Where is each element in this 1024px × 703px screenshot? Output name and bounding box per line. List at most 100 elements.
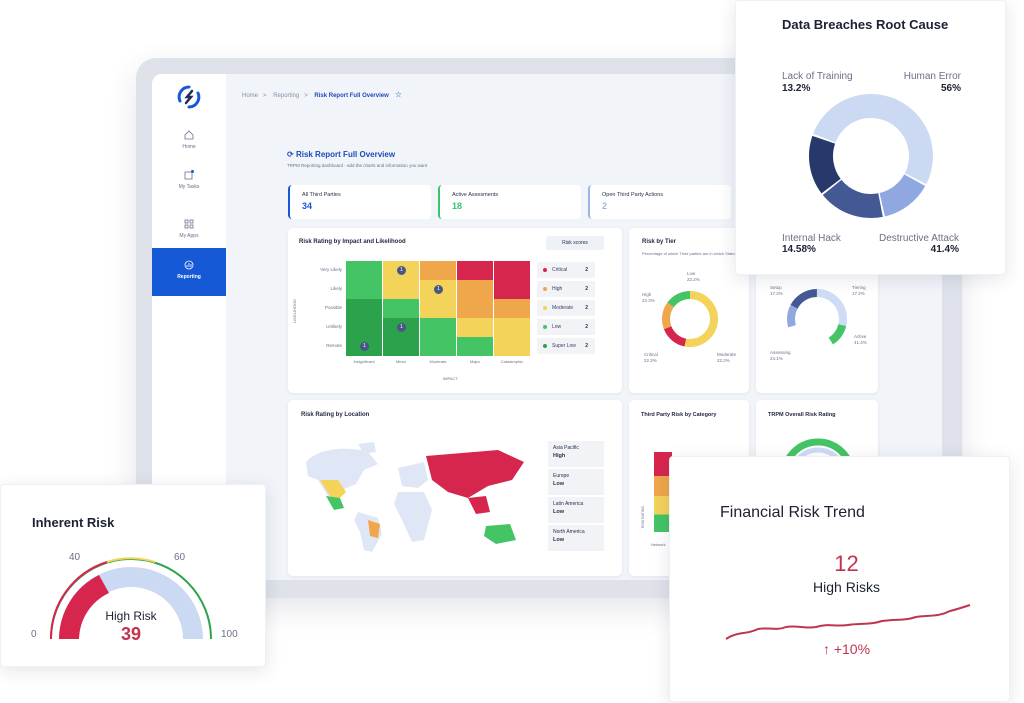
tier-label-high: High 22.2%: [642, 292, 655, 303]
heatmap-cell[interactable]: 1: [383, 318, 419, 337]
sidebar-item-home[interactable]: Home: [152, 130, 226, 150]
app-logo-icon: [177, 85, 201, 109]
heatmap-cell[interactable]: [457, 261, 493, 280]
chevron-right-icon: >: [300, 93, 313, 99]
status-donut: [787, 289, 847, 349]
heatmap-cell[interactable]: [420, 261, 456, 280]
kpi-label: Active Assesments: [452, 192, 499, 198]
world-map: [306, 442, 524, 552]
card-title: Risk Rating by Impact and Likelihood: [299, 239, 406, 245]
heatmap-cell[interactable]: [383, 299, 419, 318]
heatmap-row-label: Very Likely: [320, 267, 342, 272]
kpi-active-assessments[interactable]: Active Assesments 18: [438, 185, 581, 219]
region-name: Europe: [553, 473, 570, 479]
score-count: 2: [585, 305, 588, 311]
heatmap-cell[interactable]: [457, 299, 493, 318]
heatmap-cell[interactable]: [457, 337, 493, 356]
breadcrumb-current: Risk Report Full Overview: [314, 93, 389, 99]
card-title: Risk by Tier: [642, 239, 676, 245]
segment-value: 14.58%: [782, 244, 816, 255]
risk-score-row[interactable]: Low 2: [537, 319, 595, 335]
location-row[interactable]: North America Low: [548, 525, 604, 551]
breadcrumb-reporting[interactable]: Reporting: [273, 93, 300, 99]
sidebar-item-label: My Apps: [179, 233, 199, 239]
heatmap-cell[interactable]: [420, 318, 456, 337]
heatmap-cell[interactable]: [383, 280, 419, 299]
heatmap-cell[interactable]: [346, 299, 382, 318]
tier-donut: [662, 291, 718, 347]
heatmap-cell[interactable]: [494, 337, 530, 356]
kpi-open-actions[interactable]: Open Third Party Actions 2: [588, 185, 731, 219]
gauge-tick: 40: [69, 552, 81, 563]
score-label: Super Low: [552, 343, 576, 349]
heatmap-cell[interactable]: [494, 318, 530, 337]
sidebar-item-tasks[interactable]: My Tasks: [152, 170, 226, 190]
location-card: Risk Rating by Location Asia Pacific High…: [288, 400, 622, 576]
heatmap-cell[interactable]: 1: [420, 280, 456, 299]
gauge-tick: 0: [31, 629, 37, 640]
segment-label: Internal Hack: [782, 233, 841, 244]
y-axis-label: RISK RATING: [641, 505, 645, 528]
kpi-value: 18: [452, 201, 463, 211]
breaches-donut: [809, 93, 934, 218]
heatmap-card: Risk Rating by Impact and Likelihood Ris…: [288, 228, 622, 393]
heatmap-col-label: Major: [469, 359, 480, 364]
card-subtitle: Percentage of which Third parties are in…: [642, 251, 737, 256]
star-icon[interactable]: ☆: [390, 90, 403, 99]
score-count: 2: [585, 286, 588, 292]
heatmap-cell[interactable]: [494, 299, 530, 318]
card-title: Inherent Risk: [32, 515, 115, 530]
segment-label: Destructive Attack: [878, 233, 959, 244]
heatmap-count-badge: 1: [397, 266, 406, 275]
score-label: Critical: [552, 267, 568, 273]
sidebar-item-reporting[interactable]: Reporting: [152, 248, 226, 296]
kpi-all-third-parties[interactable]: All Third Parties 34: [288, 185, 431, 219]
status-dot-icon: [543, 325, 547, 329]
arrow-up-icon: ↑: [822, 641, 834, 657]
donut-segment: [813, 93, 934, 185]
score-label: High: [552, 286, 563, 292]
home-icon: [184, 130, 194, 140]
risk-level-label: High Risk: [105, 609, 157, 623]
heatmap-cell[interactable]: [494, 261, 530, 280]
heatmap-cell[interactable]: [346, 280, 382, 299]
heatmap-cell[interactable]: [346, 261, 382, 280]
card-title: Third Party Risk by Category: [641, 412, 717, 418]
location-row[interactable]: Europe Low: [548, 469, 604, 495]
risk-scores-button[interactable]: Risk scores: [546, 236, 604, 250]
status-label-setup: Setup 17.2%: [770, 285, 783, 296]
heatmap-cell[interactable]: 1: [383, 261, 419, 280]
page-title-text: Risk Report Full Overview: [295, 150, 396, 159]
tier-label-low: Low 22.2%: [687, 271, 700, 282]
heatmap-cell[interactable]: 1: [346, 337, 382, 356]
sidebar-item-label: Home: [182, 144, 196, 150]
risk-score: 39: [120, 624, 142, 644]
risk-score-row[interactable]: Super Low 2: [537, 338, 595, 354]
heatmap-cell[interactable]: [457, 318, 493, 337]
heatmap-cell[interactable]: [346, 318, 382, 337]
heatmap-cell[interactable]: [383, 337, 419, 356]
tier-label-moderate: Moderate 22.2%: [717, 352, 737, 363]
risk-score-row[interactable]: Critical 2: [537, 262, 595, 278]
location-row[interactable]: Latin America Low: [548, 497, 604, 523]
card-title: TRPM Overall Risk Rating: [768, 412, 836, 418]
heatmap-col-label: Insignificant: [353, 359, 375, 364]
breadcrumb-home[interactable]: Home: [242, 93, 259, 99]
heatmap-count-badge: 1: [434, 285, 443, 294]
heatmap-row-label: Remote: [326, 343, 342, 348]
x-axis-label: IMPACT: [443, 376, 458, 381]
trend-change-value: +10%: [833, 641, 871, 657]
heatmap-row-label: Likely: [330, 286, 342, 291]
risk-score-row[interactable]: High 2: [537, 281, 595, 297]
heatmap-cell[interactable]: [494, 280, 530, 299]
heatmap-cell[interactable]: [457, 280, 493, 299]
location-row[interactable]: Asia Pacific High: [548, 441, 604, 467]
segment-value: 56%: [940, 83, 961, 94]
heatmap-cell[interactable]: [420, 299, 456, 318]
heatmap-cell[interactable]: [420, 337, 456, 356]
risk-score-row[interactable]: Moderate 2: [537, 300, 595, 316]
high-risk-count: 12: [834, 551, 859, 576]
inherent-risk-card: Inherent Risk 0 40 60 100 High Risk 39: [0, 484, 266, 667]
sidebar-item-apps[interactable]: My Apps: [152, 219, 226, 239]
card-title: Financial Risk Trend: [720, 504, 865, 521]
